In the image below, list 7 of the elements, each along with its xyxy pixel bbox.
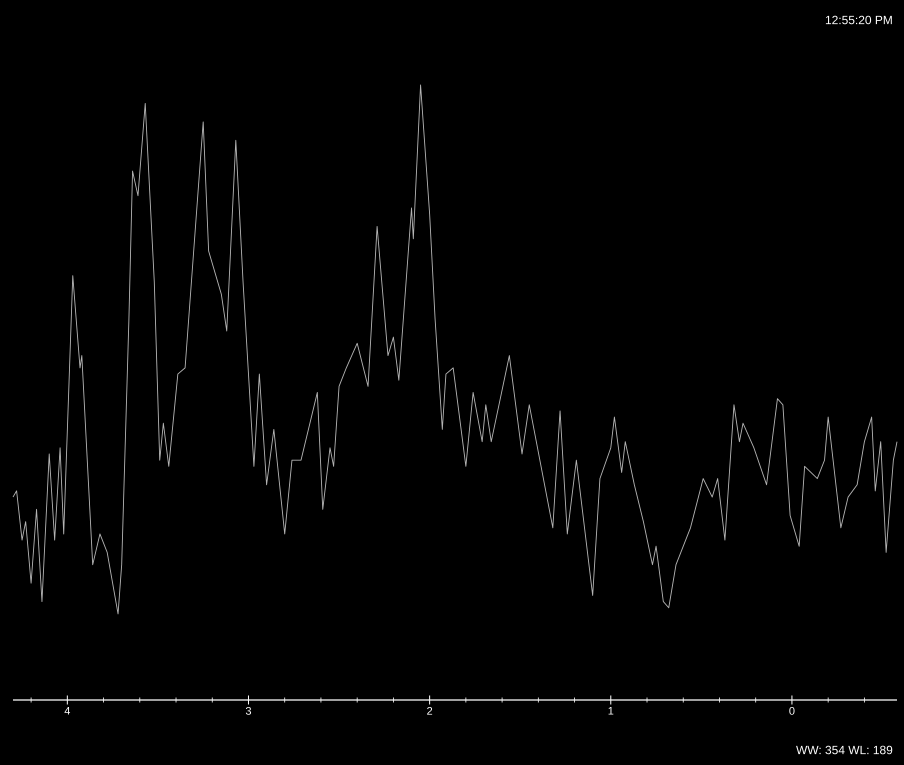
text: WW: 354 WL: 189	[796, 746, 892, 754]
x-tick-label: 1	[608, 707, 614, 715]
x-tick-label: 0	[789, 707, 795, 715]
x-tick-label: 3	[246, 707, 252, 715]
x-tick-label: 4	[64, 707, 70, 715]
x-tick-label: 2	[427, 707, 432, 715]
text: 12:55:20 PM	[826, 16, 892, 24]
